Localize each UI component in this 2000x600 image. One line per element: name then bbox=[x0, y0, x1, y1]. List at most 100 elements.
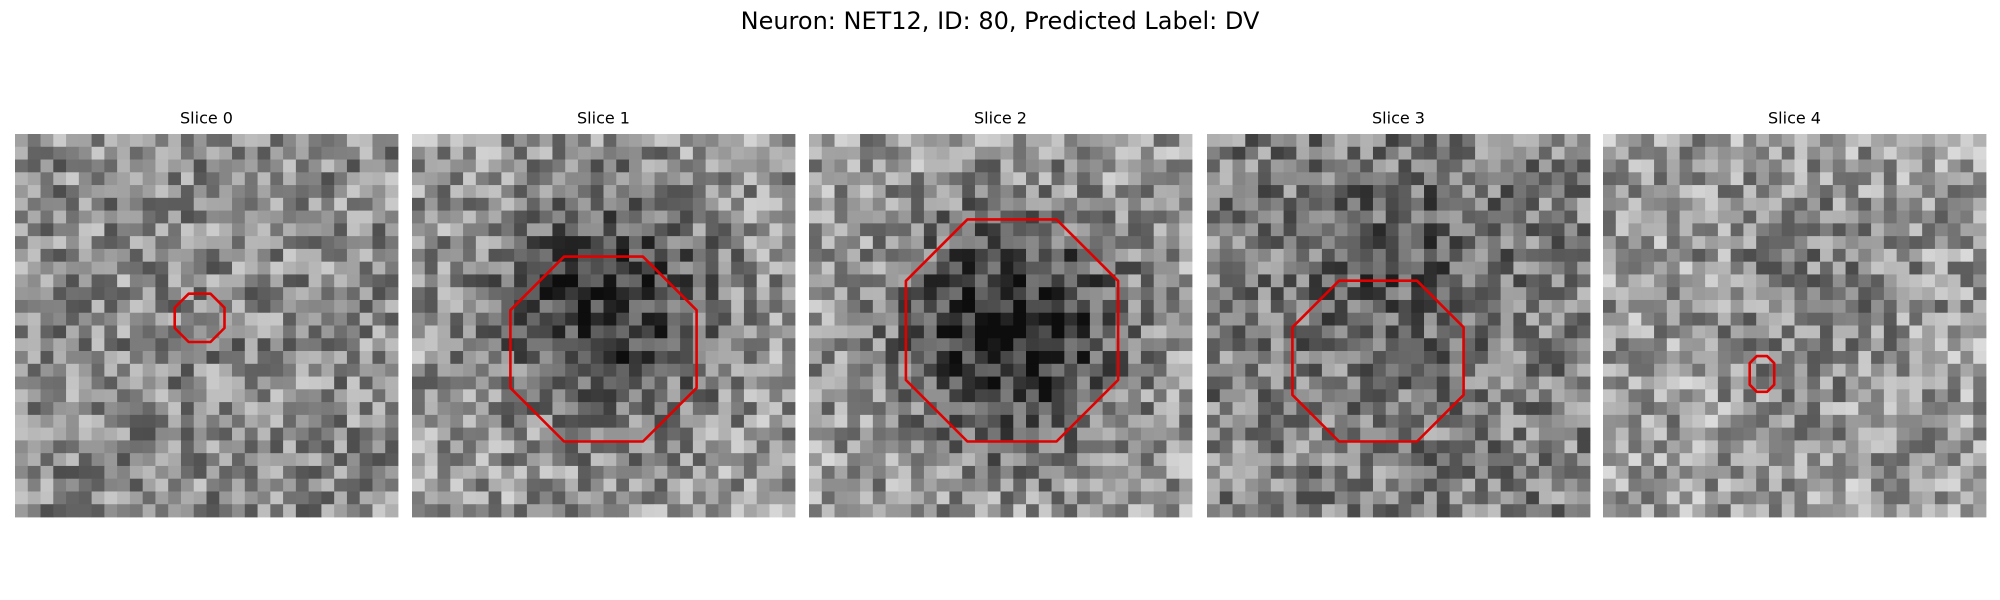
pixel bbox=[66, 287, 80, 301]
pixel bbox=[1934, 299, 1949, 314]
pixel bbox=[1179, 185, 1193, 199]
pixel bbox=[155, 236, 169, 250]
pixel bbox=[821, 210, 835, 224]
pixel bbox=[1475, 146, 1489, 160]
pixel bbox=[321, 223, 335, 237]
pixel bbox=[1089, 491, 1104, 505]
pixel bbox=[936, 287, 950, 301]
pixel bbox=[1513, 338, 1527, 352]
pixel bbox=[168, 440, 182, 454]
pixel bbox=[769, 414, 783, 429]
pixel bbox=[680, 223, 694, 237]
pixel bbox=[949, 351, 963, 365]
pixel bbox=[1628, 312, 1642, 326]
pixel bbox=[936, 402, 950, 416]
pixel bbox=[680, 402, 694, 416]
pixel bbox=[1896, 223, 1910, 237]
pixel bbox=[565, 351, 579, 365]
pixel bbox=[1973, 338, 1987, 352]
pixel bbox=[1743, 185, 1757, 199]
pixel bbox=[718, 402, 732, 416]
pixel bbox=[1077, 351, 1091, 365]
pixel bbox=[1513, 274, 1527, 288]
pixel bbox=[1960, 427, 1974, 441]
pixel bbox=[117, 236, 131, 250]
pixel bbox=[756, 312, 770, 326]
pixel bbox=[1551, 197, 1565, 211]
pixel bbox=[1064, 453, 1078, 467]
pixel bbox=[283, 414, 297, 429]
pixel bbox=[949, 236, 963, 250]
pixel bbox=[1909, 261, 1923, 275]
pixel bbox=[539, 338, 553, 352]
pixel bbox=[1832, 402, 1846, 416]
pixel bbox=[180, 261, 195, 275]
pixel bbox=[898, 159, 912, 173]
pixel bbox=[1705, 363, 1719, 377]
pixel bbox=[1077, 376, 1091, 390]
pixel bbox=[1960, 325, 1974, 339]
pixel bbox=[1526, 274, 1540, 288]
pixel bbox=[885, 504, 899, 518]
pixel bbox=[629, 376, 643, 390]
pixel bbox=[1947, 504, 1961, 518]
pixel bbox=[1577, 146, 1591, 160]
panel-title: Slice 0 bbox=[180, 109, 233, 128]
pixel bbox=[1309, 338, 1323, 352]
pixel bbox=[1347, 159, 1361, 173]
pixel bbox=[1000, 338, 1014, 352]
pixel bbox=[1245, 172, 1259, 186]
pixel bbox=[437, 465, 451, 480]
pixel bbox=[1051, 287, 1065, 301]
pixel bbox=[475, 491, 489, 505]
pixel bbox=[1756, 325, 1770, 339]
pixel bbox=[514, 325, 528, 339]
pixel bbox=[718, 427, 732, 441]
pixel bbox=[193, 338, 207, 352]
pixel bbox=[692, 427, 707, 441]
pixel bbox=[565, 134, 579, 148]
pixel bbox=[257, 236, 271, 250]
pixel bbox=[1436, 248, 1450, 263]
pixel bbox=[1717, 351, 1732, 365]
pixel bbox=[1781, 197, 1795, 211]
pixel bbox=[860, 185, 874, 199]
pixel bbox=[1768, 414, 1783, 429]
pixel bbox=[1232, 236, 1246, 250]
pixel bbox=[1207, 491, 1221, 505]
pixel bbox=[1334, 465, 1348, 480]
pixel bbox=[1140, 440, 1155, 454]
pixel bbox=[1666, 197, 1680, 211]
pixel bbox=[1973, 491, 1987, 505]
pixel bbox=[705, 491, 719, 505]
pixel bbox=[936, 491, 950, 505]
pixel bbox=[1475, 134, 1489, 148]
pixel bbox=[809, 402, 823, 416]
pixel bbox=[129, 440, 144, 454]
pixel bbox=[1296, 389, 1310, 403]
pixel bbox=[1321, 210, 1336, 224]
pixel bbox=[488, 440, 502, 454]
pixel bbox=[359, 338, 373, 352]
pixel bbox=[1666, 299, 1680, 314]
pixel bbox=[475, 248, 489, 263]
pixel bbox=[1666, 376, 1680, 390]
pixel bbox=[1538, 491, 1553, 505]
pixel bbox=[180, 172, 195, 186]
pixel bbox=[809, 299, 823, 314]
pixel bbox=[308, 478, 322, 492]
pixel bbox=[654, 376, 668, 390]
pixel bbox=[475, 172, 489, 186]
pixel bbox=[117, 210, 131, 224]
pixel bbox=[1692, 440, 1706, 454]
pixel bbox=[1385, 159, 1399, 173]
pixel bbox=[1475, 312, 1489, 326]
pixel bbox=[91, 236, 105, 250]
pixel bbox=[1947, 338, 1961, 352]
pixel bbox=[577, 338, 592, 352]
pixel bbox=[129, 261, 144, 275]
pixel bbox=[756, 172, 770, 186]
pixel bbox=[244, 287, 258, 301]
pixel bbox=[731, 427, 745, 441]
pixel bbox=[104, 338, 118, 352]
